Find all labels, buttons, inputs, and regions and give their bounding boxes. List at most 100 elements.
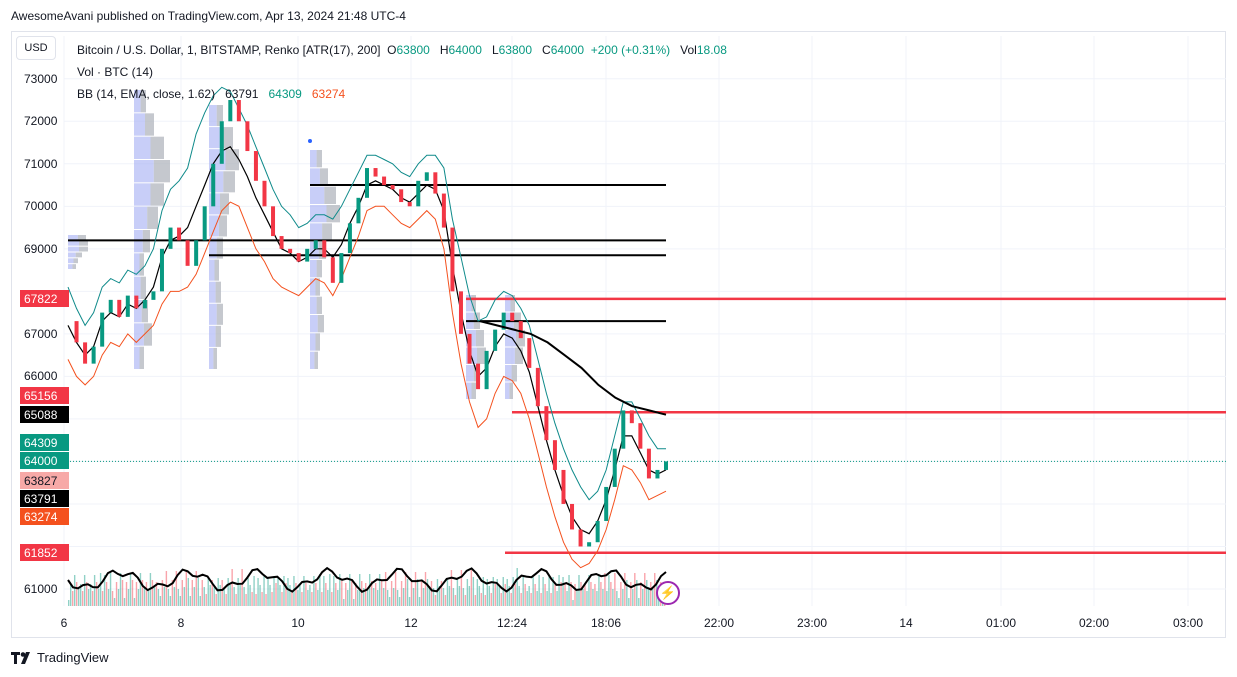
volume-bar [468,586,471,606]
lightning-icon[interactable]: ⚡ [656,581,680,605]
volume-profile-up [310,315,318,333]
tradingview-logo-icon [11,651,30,664]
volume-bar [75,582,78,606]
volume-bar [604,573,606,606]
renko-brick-down [629,410,634,424]
volume-bar [183,587,186,606]
volume-bar [113,598,116,606]
volume-bar [137,589,140,606]
volume-bar [221,580,223,606]
volume-bar [167,589,170,606]
volume-bar [235,594,237,606]
symbol-title[interactable]: Bitcoin / U.S. Dollar, 1, BITSTAMP, Renk… [77,43,381,57]
volume-bar [357,590,359,606]
volume-profile-up [209,281,216,303]
volume-profile-down [324,186,336,204]
renko-brick-up [219,121,224,164]
x-tick-label: 10 [291,616,305,630]
volume-bar [329,574,331,606]
price-tag: 63791 [20,490,69,507]
volume-profile-up [310,260,317,278]
volume-bar [191,580,193,606]
renko-brick-up [484,350,489,390]
volume-bar [564,584,566,606]
renko-brick-up [356,197,361,224]
volume-bar [608,575,610,606]
volume-bar [277,578,279,606]
volume-bar [325,583,327,606]
bb-lower-value: 63274 [311,87,346,101]
volume-bar [500,593,502,606]
volume-bar [504,584,506,606]
renko-brick-up [501,312,506,330]
marker-dot [308,139,312,143]
renko-brick-down [638,423,643,449]
volume-profile-down [141,300,148,323]
volume-profile-down [73,258,78,264]
volume-bar [195,571,197,606]
volume-bar [231,569,233,606]
volume-bar [378,574,381,606]
volume-bar [233,587,235,606]
volume-bar [287,578,289,606]
volume-bar [540,593,542,606]
volume-profile-up [209,303,217,325]
y-tick-label: 73000 [24,71,58,86]
renko-brick-down [450,227,455,292]
volume-bar [526,591,528,606]
volume-bar [636,580,638,606]
currency-button[interactable]: USD [16,36,56,60]
volume-bar [368,574,371,606]
volume-bar [295,583,297,606]
renko-brick-up [587,542,592,547]
volume-bar [478,586,481,606]
volume-bar [508,586,510,606]
volume-profile-down [316,150,322,168]
brand-label: TradingView [37,650,109,665]
volume-bar [432,588,435,606]
volume-bar [376,590,379,606]
renko-brick-down [407,202,412,207]
volume-bar [626,580,628,606]
volume-bar [337,590,339,606]
volume-bar [436,579,439,606]
volume-bar [77,589,80,606]
renko-brick-up [612,448,617,487]
volume-bar [622,589,624,606]
volume-indicator-row[interactable]: Vol · BTC (14) [77,61,727,83]
volume-profile-up [505,295,511,312]
bb-indicator-row[interactable]: BB (14, EMA, close, 1.62) 63791 64309 63… [77,83,727,105]
volume-bar [317,590,319,606]
renko-brick-down [518,321,523,339]
volume-bar [412,588,415,606]
ohlc-close: C64000 [535,43,584,57]
volume-bar [570,582,572,606]
bb-label: BB (14, EMA, close, 1.62) [77,87,216,101]
volume-indicator-label: Vol · BTC (14) [77,65,154,79]
volume-profile-up [134,206,148,229]
volume-bar [422,588,425,606]
volume-bar [103,575,106,606]
volume-bar [147,589,150,606]
volume-bar [506,579,508,606]
volume-profile-down [225,149,239,171]
price-tag: 67822 [20,290,69,307]
renko-brick-down [433,172,438,194]
volume-bar [408,597,411,606]
renko-brick-up [125,295,130,317]
volume-profile-up [310,278,316,296]
volume-bar [85,582,88,606]
renko-brick-down [330,257,335,283]
volume-bar [488,586,490,606]
tradingview-brand[interactable]: TradingView [11,650,109,665]
volume-bar [384,572,387,606]
volume-bar [365,583,367,606]
volume-bar [538,575,540,606]
volume-bar [143,587,146,606]
chart-legend: Bitcoin / U.S. Dollar, 1, BITSTAMP, Renk… [77,39,727,105]
volume-bar [536,591,538,606]
volume-bar [173,587,176,606]
volume-bar [486,579,488,606]
volume-bar [347,590,349,606]
